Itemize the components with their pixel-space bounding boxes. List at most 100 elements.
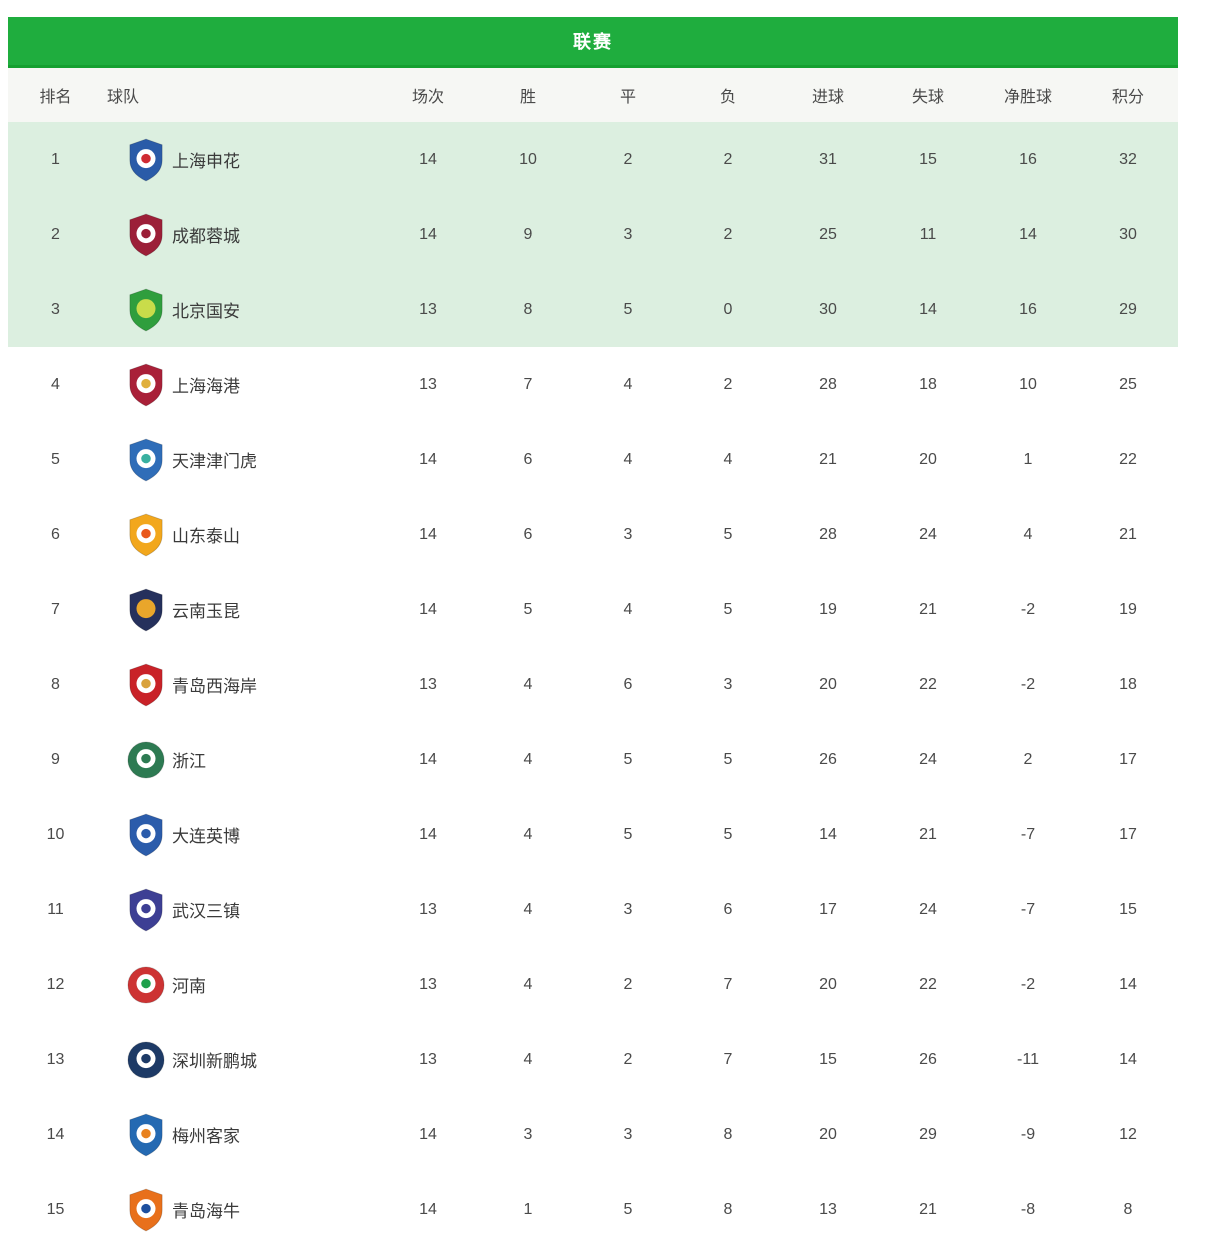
goals-against-cell: 11 [919,225,937,243]
team-cell: 河南 [103,963,378,1007]
rank-cell: 13 [46,1050,65,1068]
losses-cell: 5 [723,525,733,543]
draws-cell: 4 [623,450,633,468]
played-cell: 14 [419,225,437,243]
losses-cell: 7 [723,975,733,993]
goals-for-cell: 20 [819,975,837,993]
losses-cell: 5 [723,825,733,843]
goal-diff-cell: -8 [1020,1200,1036,1218]
team-cell: 大连英博 [103,813,378,857]
goal-diff-cell: 2 [1023,750,1033,768]
column-header-goal-diff: 净胜球 [1003,89,1052,106]
losses-cell: 2 [723,375,733,393]
played-cell: 14 [419,600,437,618]
team-cell: 深圳新鹏城 [103,1038,378,1082]
rank-cell: 4 [51,375,60,393]
rank-cell: 15 [46,1200,65,1218]
goals-for-cell: 15 [819,1050,837,1068]
team-cell: 成都蓉城 [103,213,378,257]
points-cell: 30 [1119,225,1137,243]
goals-for-cell: 20 [819,1125,837,1143]
goal-diff-cell: 14 [1019,225,1037,243]
table-row[interactable]: 7 云南玉昆 14 5 4 5 19 21 -2 19 [8,572,1178,647]
goal-diff-cell: -2 [1020,675,1036,693]
draws-cell: 4 [623,600,633,618]
points-cell: 18 [1119,675,1137,693]
table-row[interactable]: 6 山东泰山 14 6 3 5 28 24 4 21 [8,497,1178,572]
chengdu-rongcheng-badge [127,213,165,257]
rank-cell: 3 [51,300,60,318]
rank-cell: 2 [51,225,60,243]
draws-cell: 5 [623,300,633,318]
team-name: 青岛西海岸 [172,677,257,696]
losses-cell: 3 [723,675,733,693]
column-header-points: 积分 [1111,89,1144,106]
table-row[interactable]: 8 青岛西海岸 13 4 6 3 20 22 -2 18 [8,647,1178,722]
standings-table: 排名 球队 场次 胜 平 负 进球 失球 净胜球 积分 1 上海申花 14 10… [8,68,1178,1247]
table-header-row: 排名 球队 场次 胜 平 负 进球 失球 净胜球 积分 [8,68,1178,122]
shenzhen-peng-city-badge [127,1038,165,1082]
goals-against-cell: 29 [919,1125,937,1143]
rank-cell: 7 [51,600,60,618]
goals-for-cell: 25 [819,225,837,243]
team-cell: 云南玉昆 [103,588,378,632]
wins-cell: 10 [519,150,537,168]
points-cell: 19 [1119,600,1137,618]
goal-diff-cell: 16 [1019,150,1037,168]
goals-for-cell: 26 [819,750,837,768]
table-row[interactable]: 14 梅州客家 14 3 3 8 20 29 -9 12 [8,1097,1178,1172]
goals-against-cell: 15 [919,150,937,168]
shanghai-shenhua-badge [127,138,165,182]
yunnan-yukun-badge [127,588,165,632]
table-row[interactable]: 13 深圳新鹏城 13 4 2 7 15 26 -11 14 [8,1022,1178,1097]
team-cell: 上海海港 [103,363,378,407]
losses-cell: 6 [723,900,733,918]
table-row[interactable]: 5 天津津门虎 14 6 4 4 21 20 1 22 [8,422,1178,497]
points-cell: 12 [1119,1125,1137,1143]
table-row[interactable]: 11 武汉三镇 13 4 3 6 17 24 -7 15 [8,872,1178,947]
table-row[interactable]: 3 北京国安 13 8 5 0 30 14 16 29 [8,272,1178,347]
rank-cell: 8 [51,675,60,693]
wins-cell: 6 [523,450,533,468]
column-header-rank: 排名 [39,89,72,106]
wins-cell: 4 [523,675,533,693]
table-row[interactable]: 2 成都蓉城 14 9 3 2 25 11 14 30 [8,197,1178,272]
league-title-bar: 联赛 [8,17,1178,68]
draws-cell: 6 [623,675,633,693]
team-name: 河南 [172,977,206,996]
table-row[interactable]: 4 上海海港 13 7 4 2 28 18 10 25 [8,347,1178,422]
goals-against-cell: 24 [919,750,937,768]
table-row[interactable]: 1 上海申花 14 10 2 2 31 15 16 32 [8,122,1178,197]
losses-cell: 5 [723,600,733,618]
table-row[interactable]: 9 浙江 14 4 5 5 26 24 2 17 [8,722,1178,797]
goals-against-cell: 22 [919,675,937,693]
goals-against-cell: 20 [919,450,937,468]
goals-against-cell: 21 [919,600,937,618]
losses-cell: 5 [723,750,733,768]
goal-diff-cell: -7 [1020,900,1036,918]
wins-cell: 9 [523,225,533,243]
wins-cell: 4 [523,900,533,918]
team-name: 山东泰山 [172,527,240,546]
shanghai-port-badge [127,363,165,407]
points-cell: 21 [1119,525,1137,543]
column-header-played: 场次 [411,89,444,106]
team-name: 深圳新鹏城 [172,1052,257,1071]
table-row[interactable]: 10 大连英博 14 4 5 5 14 21 -7 17 [8,797,1178,872]
table-row[interactable]: 12 河南 13 4 2 7 20 22 -2 14 [8,947,1178,1022]
column-header-team: 球队 [107,89,140,106]
column-header-goals-for: 进球 [811,89,844,106]
team-name: 上海海港 [172,377,240,396]
goal-diff-cell: -7 [1020,825,1036,843]
played-cell: 13 [419,375,437,393]
team-cell: 山东泰山 [103,513,378,557]
team-cell: 武汉三镇 [103,888,378,932]
points-cell: 17 [1119,825,1137,843]
losses-cell: 8 [723,1125,733,1143]
played-cell: 14 [419,150,437,168]
points-cell: 15 [1119,900,1137,918]
table-row[interactable]: 15 青岛海牛 14 1 5 8 13 21 -8 8 [8,1172,1178,1247]
goal-diff-cell: -9 [1020,1125,1036,1143]
wins-cell: 5 [523,600,533,618]
rank-cell: 5 [51,450,60,468]
